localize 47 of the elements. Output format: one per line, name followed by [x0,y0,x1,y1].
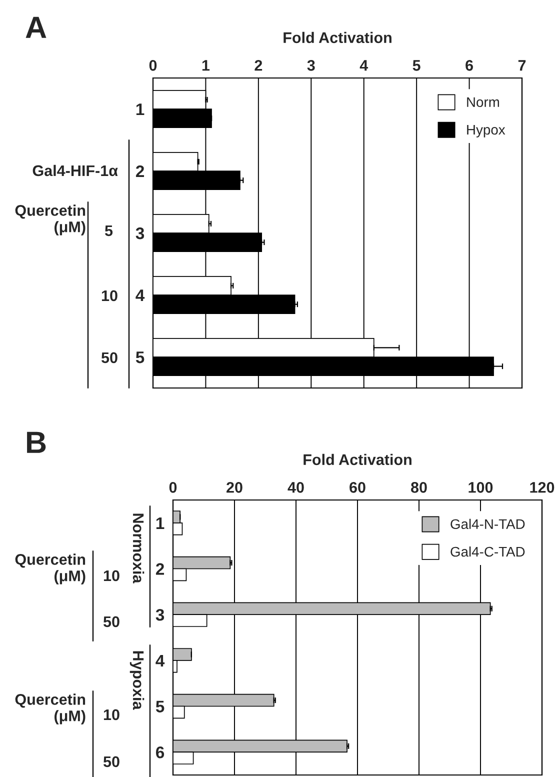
y-tick-label: 4 [156,654,165,666]
y-tick-label: 3 [156,608,164,621]
x-tick-label: 4 [360,60,368,71]
y-tick-label: 4 [136,290,145,302]
text: Hypoxia [130,651,144,710]
x-tick-label: 120 [530,482,554,493]
text: 50 [103,616,120,628]
text: 5 [104,225,113,236]
text: Quercetin (μM) [15,694,86,724]
text: Quercetin (μM) [15,554,86,584]
text: 50 [103,756,120,768]
text: 50 [101,352,118,364]
text: 10 [104,709,120,720]
text: 10 [104,570,120,582]
x-tick-label: 0 [169,482,177,493]
y-tick-label: 1 [136,104,144,116]
text: Normoxia [132,514,144,584]
y-tick-label: 1 [156,517,164,529]
x-tick-label: 80 [410,482,427,493]
text: A [26,16,46,38]
y-tick-label: 2 [156,563,164,575]
text: Gal4-HIF-1α [32,164,118,176]
x-axis-title: Fold Activation [284,32,392,44]
x-tick-label: 2 [254,60,262,71]
y-tick-label: 2 [136,165,144,178]
text: Quercetin (μM) [15,204,86,236]
x-tick-label: 7 [518,60,526,71]
text: B [27,432,46,453]
y-tick-label: 6 [156,746,164,758]
legend-label: Hypox [467,124,506,138]
legend-label: Norm [467,97,499,108]
x-tick-label: 100 [468,482,493,493]
legend-label: Gal4-N-TAD [450,518,525,530]
text: 10 [102,290,118,302]
x-tick-label: 0 [149,60,157,71]
y-tick-label: 3 [136,227,144,240]
x-tick-label: 1 [202,60,210,71]
y-tick-label: 5 [136,352,144,364]
x-tick-label: 40 [288,482,304,493]
x-tick-label: 60 [350,482,366,493]
x-tick-label: 5 [412,60,420,71]
x-tick-label: 6 [466,60,473,71]
x-axis-title: Fold Activation [304,454,412,466]
y-tick-label: 5 [156,700,164,712]
legend-label: Gal4-C-TAD [450,546,525,557]
x-tick-label: 20 [226,482,242,493]
x-tick-label: 3 [307,60,315,71]
